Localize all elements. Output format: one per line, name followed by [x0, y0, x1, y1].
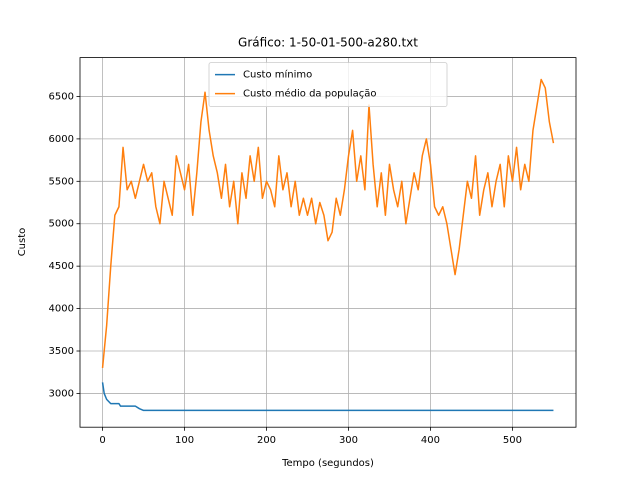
y-tick-label: 5000	[49, 219, 74, 230]
data-line	[101, 382, 554, 412]
legend-label: Custo mínimo	[243, 69, 312, 81]
legend-box	[208, 62, 448, 107]
x-tick-label: 0	[99, 435, 105, 446]
x-tick-label: 100	[175, 435, 194, 446]
x-tick-label: 400	[421, 435, 440, 446]
y-tick-label: 6500	[49, 91, 74, 102]
plot-frame	[79, 57, 577, 428]
y-tick-label: 3000	[49, 388, 74, 399]
chart-title: Gráfico: 1-50-01-500-a280.txt	[238, 36, 418, 50]
y-tick-label: 5500	[49, 176, 74, 187]
x-tick-label: 300	[339, 435, 358, 446]
y-axis-label: Custo	[17, 228, 28, 257]
x-axis-label: Tempo (segundos)	[281, 458, 374, 469]
legend-label: Custo médio da população	[243, 88, 377, 100]
y-tick-label: 6000	[49, 134, 74, 145]
y-tick-label: 3500	[49, 346, 74, 357]
y-tick-label: 4500	[49, 261, 74, 272]
x-tick-label: 500	[503, 435, 522, 446]
y-tick-label: 4000	[49, 304, 74, 315]
x-tick-label: 200	[257, 435, 276, 446]
data-line	[101, 78, 555, 369]
